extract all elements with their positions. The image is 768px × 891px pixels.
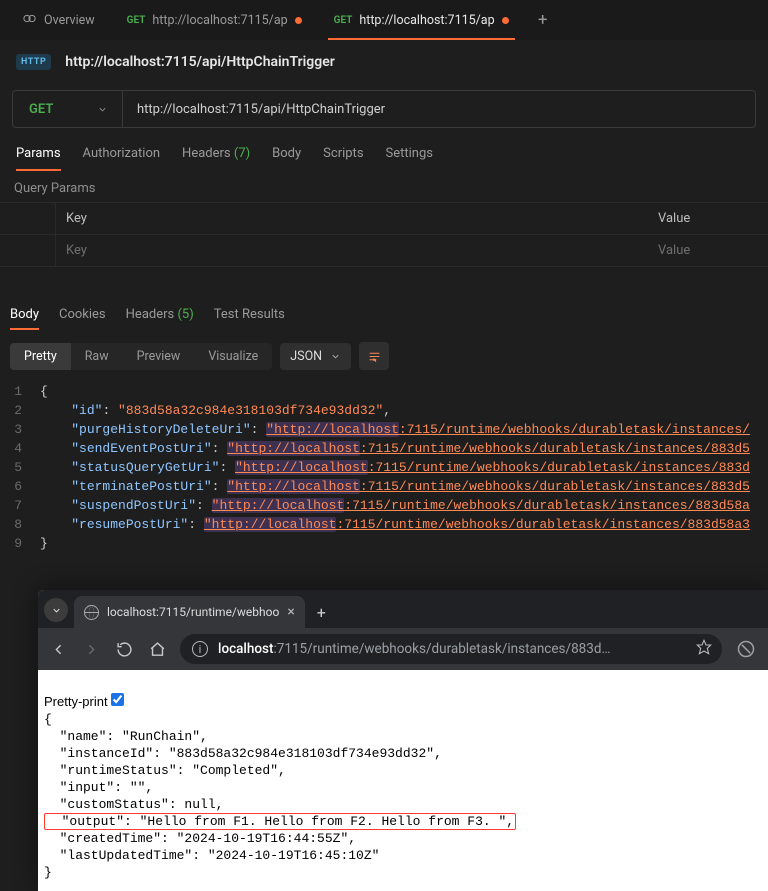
tab-search-button[interactable] xyxy=(44,598,68,622)
address-bar[interactable]: i localhost:7115/runtime/webhooks/durabl… xyxy=(180,634,722,664)
url-input[interactable]: http://localhost:7115/api/HttpChainTrigg… xyxy=(123,91,755,127)
request-title: http://localhost:7115/api/HttpChainTrigg… xyxy=(65,54,335,70)
pretty-print-row: Pretty-print xyxy=(44,694,124,709)
back-button[interactable] xyxy=(50,641,67,658)
tab-params[interactable]: Params xyxy=(16,146,61,171)
query-params-label: Query Params xyxy=(0,171,768,202)
new-tab-button[interactable]: + xyxy=(527,4,559,36)
query-params-table: Key Value Key Value xyxy=(0,202,768,267)
site-info-icon[interactable]: i xyxy=(192,641,208,657)
view-raw-button[interactable]: Raw xyxy=(71,343,123,370)
browser-tabstrip: localhost:7115/runtime/webhoo × + xyxy=(38,590,768,628)
tab-scripts[interactable]: Scripts xyxy=(323,146,363,171)
table-header-value: Value xyxy=(648,203,768,235)
json-line: "runtimeStatus": "Completed", xyxy=(44,763,286,778)
browser-content: Pretty-print { "name": "RunChain", "inst… xyxy=(38,670,768,891)
http-badge-icon: HTTP xyxy=(16,54,51,70)
resp-tab-body[interactable]: Body xyxy=(10,307,39,330)
response-tabs: Body Cookies Headers (5) Test Results xyxy=(0,299,768,330)
resp-tab-cookies[interactable]: Cookies xyxy=(59,307,106,330)
tab-request-1-label: http://localhost:7115/ap xyxy=(152,13,287,28)
view-visualize-button[interactable]: Visualize xyxy=(194,343,272,370)
overview-icon xyxy=(22,11,37,30)
bookmark-icon[interactable] xyxy=(696,639,712,659)
response-viewbar: Pretty Raw Preview Visualize JSON xyxy=(0,330,768,382)
globe-icon xyxy=(84,605,99,620)
resp-headers-label: Headers xyxy=(126,307,175,322)
browser-new-tab-button[interactable]: + xyxy=(311,603,336,628)
unsaved-dot-icon xyxy=(295,17,302,24)
request-tabs: Params Authorization Headers (7) Body Sc… xyxy=(0,128,768,171)
browser-window: localhost:7115/runtime/webhoo × + i loca… xyxy=(38,590,768,891)
tab-headers-label: Headers xyxy=(182,146,231,161)
language-dropdown[interactable]: JSON xyxy=(280,343,351,370)
value-input[interactable]: Value xyxy=(648,235,768,267)
home-button[interactable] xyxy=(149,641,166,658)
tab-overview-label: Overview xyxy=(44,13,95,28)
address-text: localhost:7115/runtime/webhooks/durablet… xyxy=(218,641,610,657)
table-header-key: Key xyxy=(56,203,648,235)
json-line: "lastUpdatedTime": "2024-10-19T16:45:10Z… xyxy=(44,848,379,863)
browser-tab[interactable]: localhost:7115/runtime/webhoo × xyxy=(74,596,305,628)
json-line: "customStatus": null, xyxy=(44,797,223,812)
extensions-icon[interactable] xyxy=(736,639,756,659)
url-row: GET http://localhost:7115/api/HttpChainT… xyxy=(12,90,756,128)
tab-overview[interactable]: Overview xyxy=(8,0,109,40)
json-line: "name": "RunChain", xyxy=(44,729,208,744)
tab-body[interactable]: Body xyxy=(272,146,301,171)
table-header-checkbox xyxy=(0,203,56,235)
close-tab-button[interactable]: × xyxy=(287,604,294,620)
method-label: GET xyxy=(29,102,53,117)
highlighted-output-line: "output": "Hello from F1. Hello from F2.… xyxy=(44,813,516,830)
method-dropdown[interactable]: GET xyxy=(13,91,123,127)
tab-settings[interactable]: Settings xyxy=(386,146,433,171)
view-preview-button[interactable]: Preview xyxy=(123,343,195,370)
tab-request-2-label: http://localhost:7115/ap xyxy=(359,13,494,28)
key-input[interactable]: Key xyxy=(56,235,648,267)
wrap-lines-button[interactable] xyxy=(359,342,389,370)
browser-nav xyxy=(50,641,166,658)
tab-request-1[interactable]: GET http://localhost:7115/ap xyxy=(113,0,316,40)
resp-tab-headers[interactable]: Headers (5) xyxy=(126,307,194,330)
json-line: "createdTime": "2024-10-19T16:44:55Z", xyxy=(44,831,356,846)
view-pretty-button[interactable]: Pretty xyxy=(10,343,71,370)
response-body-code[interactable]: 1{ 2 "id": "883d58a32c984e318103df734e93… xyxy=(0,382,768,553)
request-header: HTTP http://localhost:7115/api/HttpChain… xyxy=(0,40,768,80)
view-mode-segment: Pretty Raw Preview Visualize xyxy=(10,343,272,370)
resp-headers-count: (5) xyxy=(177,307,193,322)
language-label: JSON xyxy=(290,349,322,364)
forward-button[interactable] xyxy=(83,641,100,658)
browser-toolbar: i localhost:7115/runtime/webhooks/durabl… xyxy=(38,628,768,670)
top-tabbar: Overview GET http://localhost:7115/ap GE… xyxy=(0,0,768,40)
reload-button[interactable] xyxy=(116,641,133,658)
pretty-print-checkbox[interactable] xyxy=(111,693,124,706)
tab-request-2[interactable]: GET http://localhost:7115/ap xyxy=(320,0,523,40)
tab-headers[interactable]: Headers (7) xyxy=(182,146,250,171)
tab-authorization[interactable]: Authorization xyxy=(83,146,161,171)
pretty-print-label: Pretty-print xyxy=(44,694,108,709)
unsaved-dot-icon xyxy=(502,17,509,24)
method-badge: GET xyxy=(127,15,146,26)
chevron-down-icon xyxy=(97,104,108,115)
row-checkbox-cell[interactable] xyxy=(0,235,56,267)
chevron-down-icon xyxy=(330,351,341,362)
json-line: "input": "", xyxy=(44,780,153,795)
tab-headers-count: (7) xyxy=(234,146,250,161)
json-line: "instanceId": "883d58a32c984e318103df734… xyxy=(44,746,442,761)
browser-tab-title: localhost:7115/runtime/webhoo xyxy=(107,605,279,619)
resp-tab-test-results[interactable]: Test Results xyxy=(214,307,285,330)
method-badge: GET xyxy=(334,15,353,26)
